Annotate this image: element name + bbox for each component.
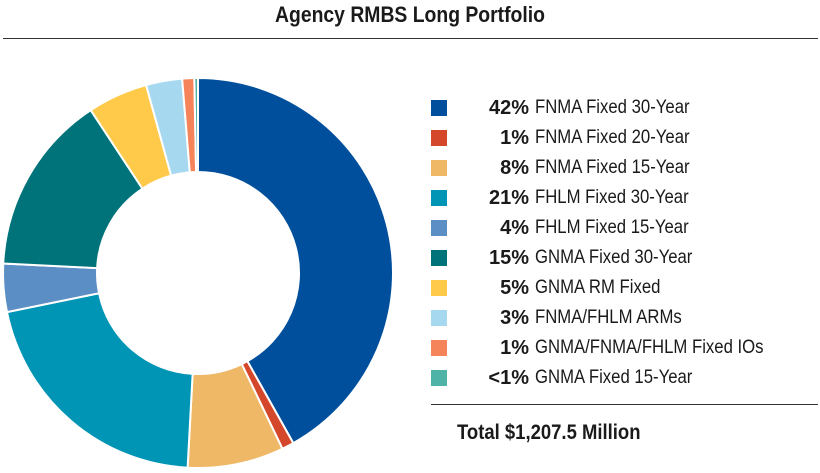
- legend-swatch: [431, 160, 447, 176]
- legend-swatch: [431, 340, 447, 356]
- legend-percent: 21%: [488, 186, 529, 209]
- legend-item-gnma-fnma-fhlm-fixed-ios: 1% GNMA/FNMA/FHLM Fixed IOs: [428, 333, 820, 363]
- slice-fnma-fixed-30-year: [197, 76, 394, 445]
- chart-title: Agency RMBS Long Portfolio: [275, 2, 545, 27]
- legend-divider: [431, 404, 818, 405]
- legend-percent: 1%: [500, 336, 529, 359]
- legend-percent: 1%: [500, 126, 529, 149]
- legend-item-fhlm-fixed-15-year: 4% FHLM Fixed 15-Year: [428, 213, 820, 243]
- legend-percent: <1%: [488, 366, 529, 389]
- slice-gnma-fixed-15-year: [193, 76, 199, 174]
- slice-fhlm-fixed-30-year: [5, 292, 194, 469]
- legend-swatch: [431, 370, 447, 386]
- legend-item-gnma-fixed-15-year: <1% GNMA Fixed 15-Year: [428, 363, 820, 393]
- legend-percent: 5%: [500, 276, 529, 299]
- legend-label: GNMA Fixed 30-Year: [535, 247, 693, 268]
- title-divider: [3, 38, 818, 39]
- legend-item-fnma-fixed-20-year: 1% FNMA Fixed 20-Year: [428, 123, 820, 153]
- legend-swatch: [431, 100, 447, 116]
- legend-label: FNMA Fixed 20-Year: [535, 127, 690, 148]
- portfolio-total: Total $1,207.5 Million: [457, 421, 641, 444]
- legend-item-fnma-fixed-30-year: 42% FNMA Fixed 30-Year: [428, 93, 820, 123]
- legend-label: GNMA/FNMA/FHLM Fixed IOs: [535, 337, 764, 358]
- legend-swatch: [431, 190, 447, 206]
- legend-swatch: [431, 280, 447, 296]
- legend-percent: 8%: [500, 156, 529, 179]
- legend-label: FNMA Fixed 15-Year: [535, 157, 690, 178]
- legend-percent: 15%: [488, 246, 529, 269]
- legend-swatch: [431, 250, 447, 266]
- legend-percent: 3%: [500, 306, 529, 329]
- legend-label: FNMA/FHLM ARMs: [535, 307, 682, 328]
- legend-label: FHLM Fixed 30-Year: [535, 187, 689, 208]
- legend-swatch: [431, 130, 447, 146]
- legend-percent: 42%: [488, 96, 529, 119]
- legend-label: GNMA RM Fixed: [535, 277, 661, 298]
- legend-swatch: [431, 310, 447, 326]
- chart-legend: 42% FNMA Fixed 30-Year 1% FNMA Fixed 20-Yea…: [428, 93, 820, 393]
- legend-label: FNMA Fixed 30-Year: [535, 97, 690, 118]
- legend-item-gnma-fixed-30-year: 15% GNMA Fixed 30-Year: [428, 243, 820, 273]
- legend-item-gnma-rm-fixed: 5% GNMA RM Fixed: [428, 273, 820, 303]
- legend-item-fnma-fhlm-arms: 3% FNMA/FHLM ARMs: [428, 303, 820, 333]
- legend-label: GNMA Fixed 15-Year: [535, 367, 693, 388]
- legend-swatch: [431, 220, 447, 236]
- legend-percent: 4%: [500, 216, 529, 239]
- legend-item-fnma-fixed-15-year: 8% FNMA Fixed 15-Year: [428, 153, 820, 183]
- legend-label: FHLM Fixed 15-Year: [535, 217, 689, 238]
- legend-item-fhlm-fixed-30-year: 21% FHLM Fixed 30-Year: [428, 183, 820, 213]
